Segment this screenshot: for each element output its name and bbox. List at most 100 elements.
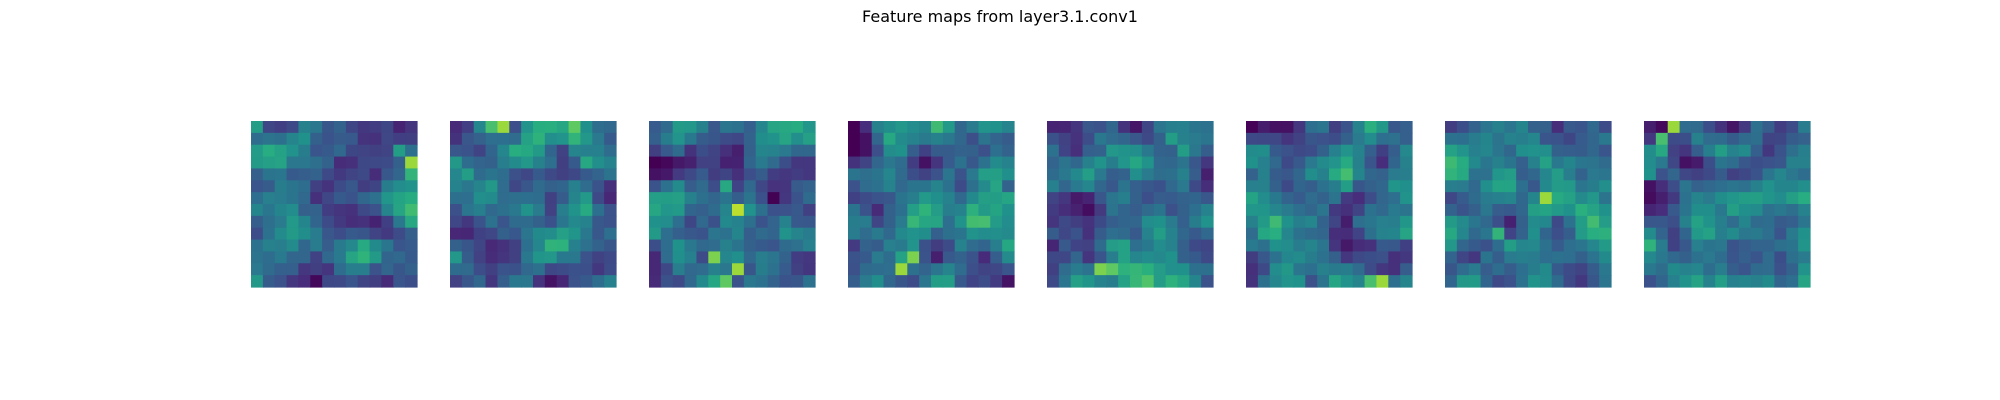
heatmap-cell (1002, 156, 1015, 170)
heatmap-cell (1703, 168, 1716, 181)
heatmap-cell (1551, 168, 1565, 181)
heatmap-cell (732, 192, 745, 205)
heatmap-cell (1340, 251, 1354, 264)
heatmap-cell (732, 263, 745, 276)
heatmap-cell (931, 263, 944, 276)
heatmap-cell (871, 121, 885, 134)
heatmap-cell (251, 121, 264, 134)
heatmap-cell (1269, 156, 1283, 170)
heatmap-cell (1376, 239, 1389, 253)
heatmap-cell (1047, 121, 1060, 134)
heatmap-cell (1257, 132, 1271, 146)
heatmap-cell (859, 144, 873, 158)
heatmap-cell (592, 204, 605, 217)
heatmap-cell (1388, 251, 1401, 264)
heatmap-cell (720, 227, 733, 241)
heatmap-cell (1364, 227, 1378, 241)
heatmap-cell (1679, 215, 1693, 229)
heatmap-cell (1644, 121, 1657, 134)
heatmap-cell (696, 121, 709, 134)
heatmap-cell (393, 132, 406, 146)
heatmap-cell (1201, 144, 1214, 158)
heatmap-cell (1599, 263, 1612, 276)
heatmap-cell (310, 180, 323, 193)
heatmap-cell (649, 239, 662, 253)
heatmap-cell (1305, 263, 1318, 276)
heatmap-cell (779, 263, 792, 276)
heatmap-cell (1269, 132, 1283, 146)
heatmap-cell (755, 204, 769, 217)
heatmap-cell (907, 168, 920, 181)
heatmap-cell (533, 204, 546, 217)
heatmap-cell (791, 180, 804, 193)
heatmap-cell (1575, 156, 1588, 170)
heatmap-cell (1563, 263, 1577, 276)
heatmap-cell (1118, 204, 1131, 217)
heatmap-cell (732, 239, 745, 253)
heatmap-cell (871, 227, 885, 241)
heatmap-cell (1715, 180, 1728, 193)
heatmap-cell (1293, 204, 1306, 217)
heatmap-cell (978, 144, 991, 158)
heatmap-cell (1257, 156, 1271, 170)
heatmap-cell (1445, 227, 1458, 241)
heatmap-cell (883, 204, 897, 217)
heatmap-cell (803, 180, 816, 193)
heatmap-cell (1082, 121, 1096, 134)
heatmap-cell (1281, 251, 1295, 264)
heatmap-cell (1082, 227, 1096, 241)
heatmap-cell (848, 215, 861, 229)
heatmap-cell (334, 192, 347, 205)
heatmap-cell (708, 227, 721, 241)
heatmap-cell (485, 121, 499, 134)
heatmap-cell (1738, 192, 1752, 205)
heatmap-cell (1305, 180, 1318, 193)
heatmap-cell (1691, 156, 1704, 170)
heatmap-cell (1679, 251, 1693, 264)
heatmap-cell (1047, 168, 1060, 181)
heatmap-cell (1539, 239, 1553, 253)
heatmap-cell (1691, 215, 1704, 229)
heatmap-cell (1201, 156, 1214, 170)
heatmap-cell (1468, 168, 1482, 181)
heatmap-cell (859, 168, 873, 181)
heatmap-cell (357, 204, 371, 217)
heatmap-cell (1070, 144, 1084, 158)
heatmap-cell (1655, 132, 1669, 146)
heatmap-cell (1106, 192, 1119, 205)
heatmap-cell (1118, 227, 1131, 241)
heatmap-cell (1082, 132, 1096, 146)
heatmap-cell (1738, 251, 1752, 264)
heatmap-cell (1189, 168, 1202, 181)
heatmap-cell (1679, 144, 1693, 158)
heatmap-cell (1388, 121, 1401, 134)
heatmap-cell (286, 215, 300, 229)
heatmap-cell (262, 204, 276, 217)
heatmap-cell (544, 275, 558, 288)
heatmap-cell (1281, 180, 1295, 193)
heatmap-cell (732, 121, 745, 134)
heatmap-cell (1340, 180, 1354, 193)
heatmap-cell (1118, 144, 1131, 158)
heatmap-cell (1551, 227, 1565, 241)
heatmap-cell (521, 144, 534, 158)
heatmap-cell (779, 132, 792, 146)
heatmap-cell (1165, 156, 1179, 170)
heatmap-cell (1599, 215, 1612, 229)
heatmap-cell (580, 132, 593, 146)
heatmap-cell (1715, 215, 1728, 229)
heatmap-cell (1798, 239, 1811, 253)
heatmap-cell (1456, 132, 1470, 146)
heatmap-cell (1703, 144, 1716, 158)
heatmap-cell (1655, 251, 1669, 264)
heatmap-cell (393, 215, 406, 229)
heatmap-cell (473, 251, 487, 264)
heatmap-cell (1352, 180, 1366, 193)
heatmap-cell (743, 192, 757, 205)
heatmap-cell (1667, 121, 1681, 134)
heatmap-cell (1644, 239, 1657, 253)
heatmap-cell (1058, 251, 1072, 264)
heatmap-cell (1257, 275, 1271, 288)
heatmap-cell (262, 121, 276, 134)
heatmap-cell (1786, 215, 1799, 229)
